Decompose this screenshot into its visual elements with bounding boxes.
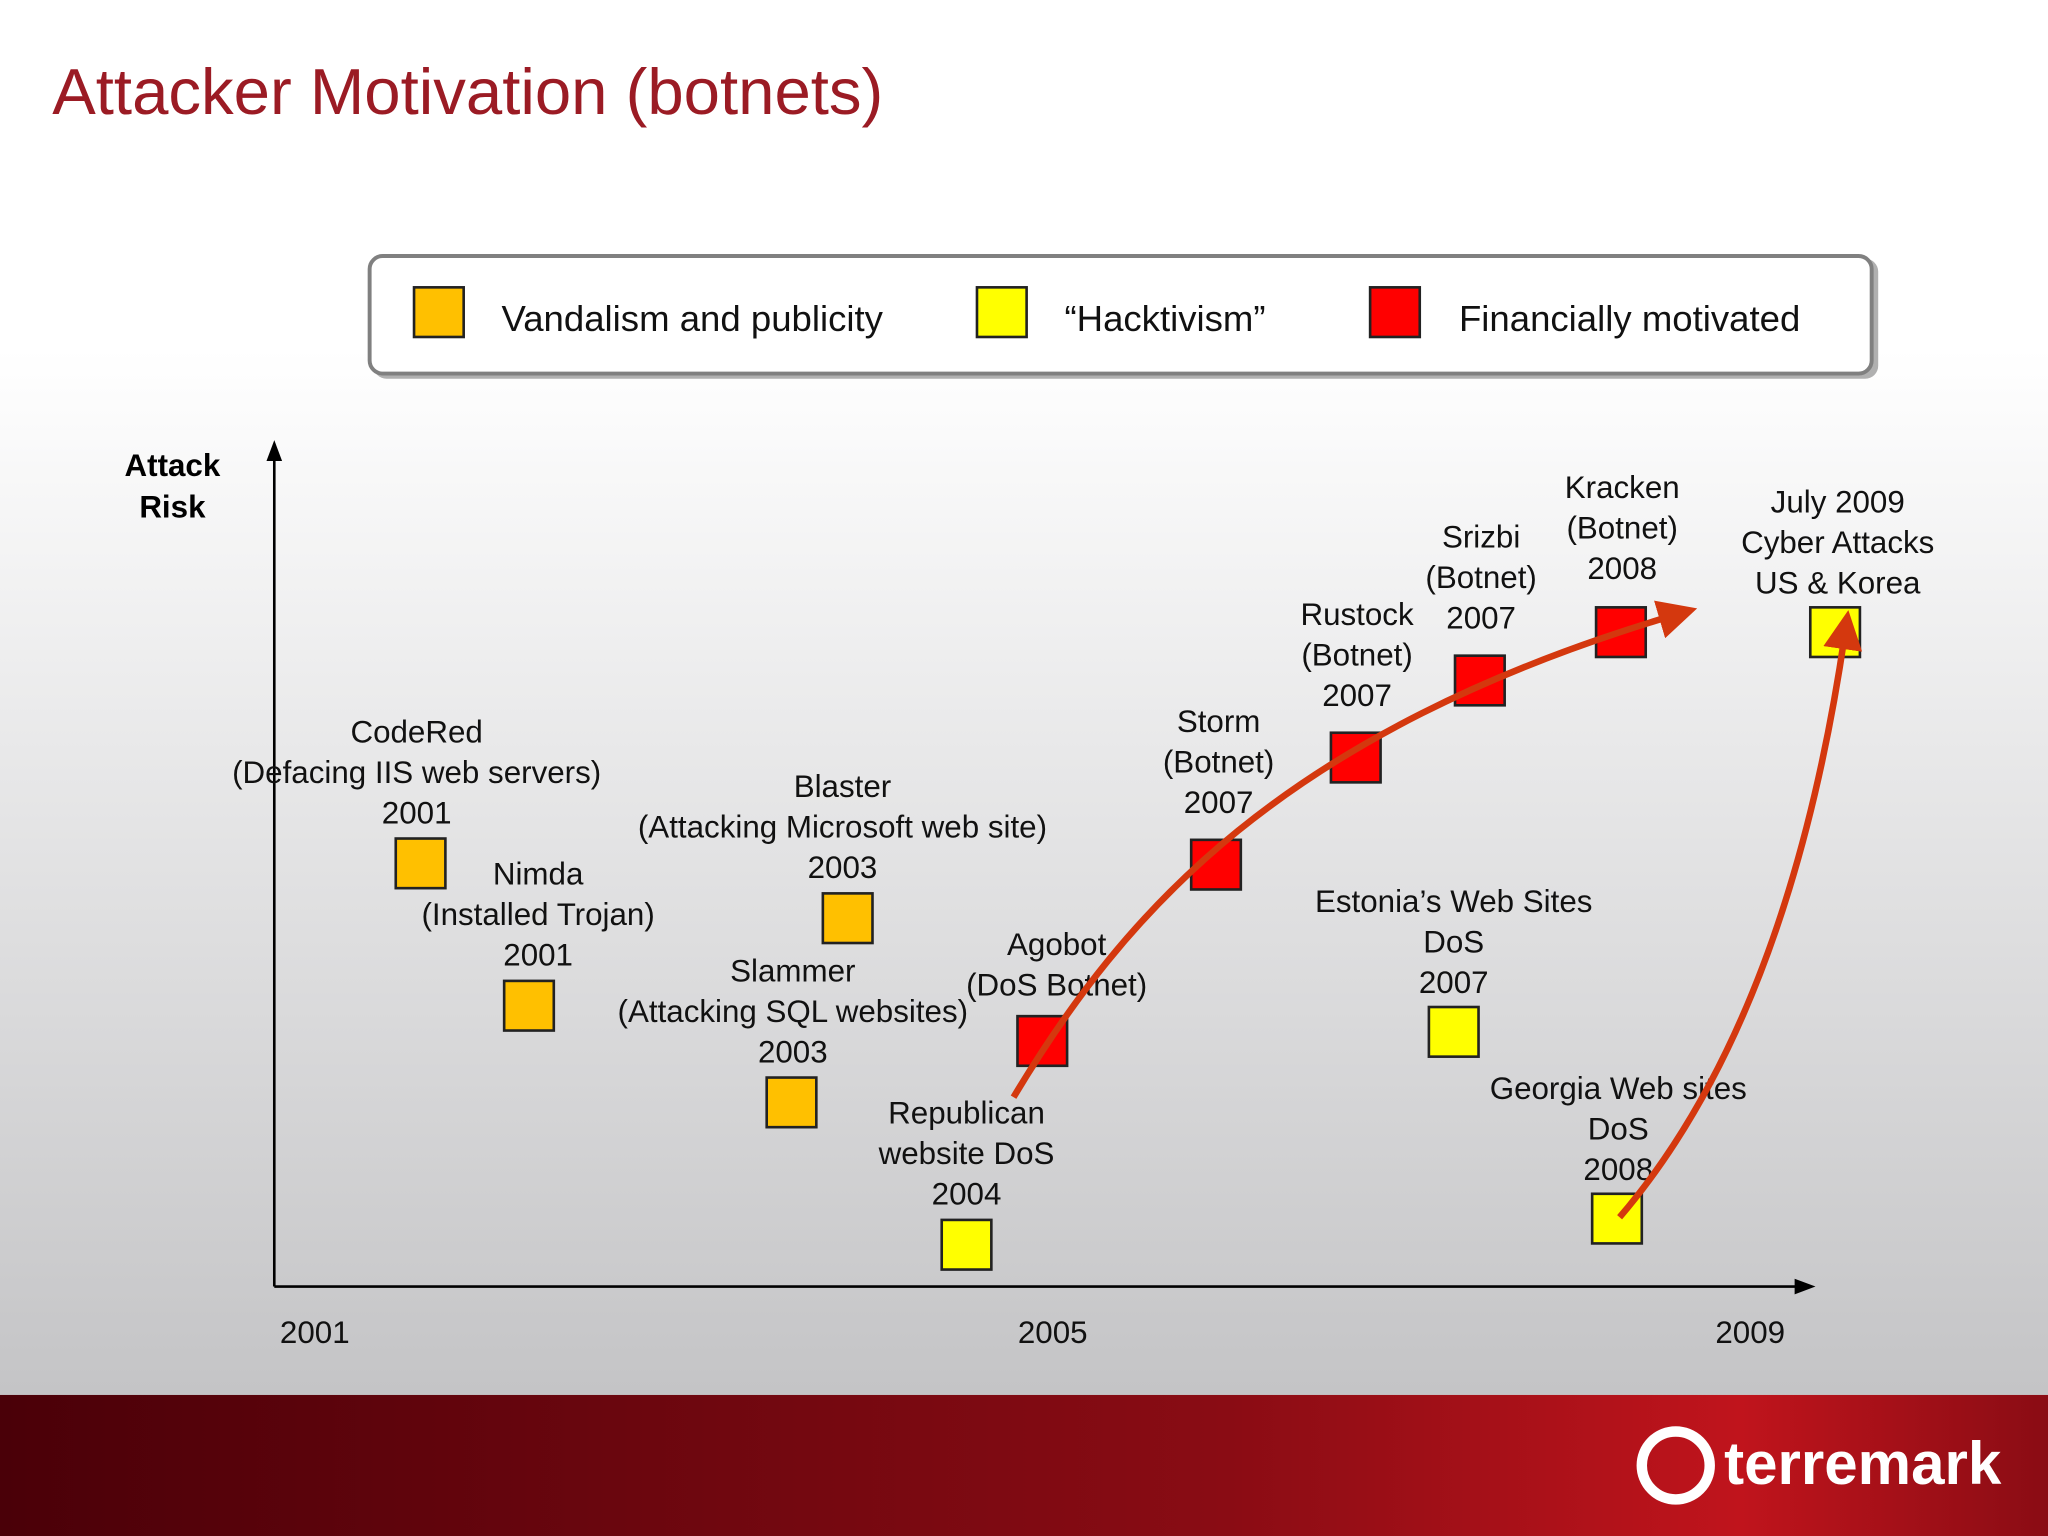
node-box [1808,606,1862,659]
x-axis-label: 2009 [1715,1315,1785,1350]
node-label: 2001 [382,795,452,830]
node-label: (DoS Botnet) [966,968,1147,1003]
trend-arrow [1617,610,1863,1220]
node-label: (Botnet) [1566,511,1677,546]
node-label: CodeRed [350,714,482,749]
node-label: Kracken [1565,470,1680,505]
node-label: (Botnet) [1425,560,1536,595]
node-label: DoS [1588,1111,1649,1146]
node-label: Estonia’s Web Sites [1315,884,1592,919]
node-box [821,892,874,945]
node-label: (Botnet) [1163,744,1274,779]
node-label: Blaster [794,769,892,804]
x-axis-label: 2001 [280,1315,350,1350]
y-axis-label: Risk [139,490,206,525]
node-label: Rustock [1300,597,1414,632]
node-label: (Attacking SQL websites) [618,994,969,1029]
legend-label: Financially motivated [1459,298,1800,339]
node-label: Cyber Attacks [1741,525,1934,560]
node-label: (Defacing IIS web servers) [232,755,601,790]
node-box [940,1218,993,1271]
node-label: 2007 [1446,601,1516,636]
nodes: CodeRed (Defacing IIS web servers) 2001 Nim… [232,470,1934,1271]
node-label: 2003 [758,1034,828,1069]
legend-box [367,254,1874,376]
node-label: (Installed Trojan) [421,897,654,932]
x-axis-label: 2005 [1018,1315,1088,1350]
node-label: Republican [888,1096,1045,1131]
node-label: 2008 [1587,551,1657,586]
node-label: 2007 [1322,678,1392,713]
node-label: 2001 [503,938,573,973]
node-label: 2003 [808,850,878,885]
title: Attacker Motivation (botnets) [52,55,883,128]
node-label: Agobot [1007,927,1107,962]
node-box [502,979,556,1032]
legend-label: Vandalism and publicity [502,298,884,339]
node-label: Storm [1177,704,1261,739]
node-label: Srizbi [1442,520,1520,555]
logo-icon [1636,1426,1715,1505]
node-label: 2007 [1419,965,1489,1000]
legend-label: “Hacktivism” [1064,298,1265,339]
node-label: 2004 [932,1177,1002,1212]
legend-swatch [975,286,1028,339]
node-label: DoS [1423,925,1484,960]
node-label: (Attacking Microsoft web site) [638,810,1047,845]
legend-swatch [1368,286,1422,339]
node-label: 2007 [1184,785,1254,820]
node-label: website DoS [878,1136,1055,1171]
legend-swatch [412,286,465,339]
trend-arrow [1010,600,1698,1099]
node-label: Slammer [730,953,855,988]
logo: terremark [1724,1430,2002,1497]
node-box [765,1076,818,1129]
node-label: July 2009 [1771,484,1905,519]
y-axis-label: Attack [125,448,221,483]
background [0,0,2048,1395]
node-label: (Botnet) [1301,637,1412,672]
node-box [1427,1005,1480,1058]
node-label: Nimda [493,857,584,892]
node-label: 2008 [1583,1152,1653,1187]
node-box [394,837,447,890]
node-label: US & Korea [1755,565,1921,600]
